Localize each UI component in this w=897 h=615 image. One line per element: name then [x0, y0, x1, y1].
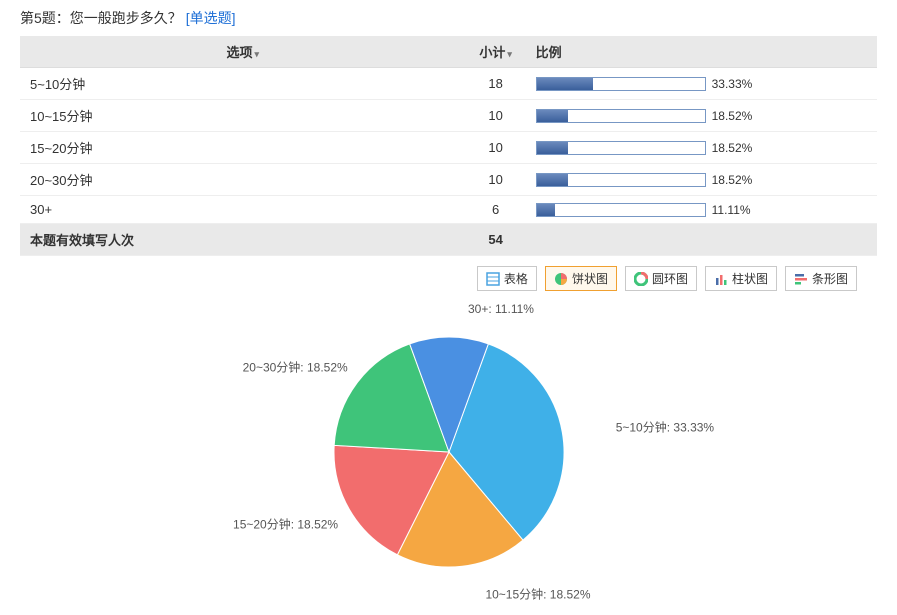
- col-count[interactable]: 小计▾: [466, 36, 526, 68]
- question-title: 第5题：您一般跑步多久？ [单选题]: [20, 8, 877, 28]
- option-cell: 5~10分钟: [20, 68, 466, 100]
- ratio-pct: 18.52%: [712, 141, 753, 155]
- pie-icon: [554, 272, 568, 286]
- col-option[interactable]: 选项▾: [20, 36, 466, 68]
- count-cell: 18: [466, 68, 526, 100]
- sort-icon: ▾: [507, 49, 512, 59]
- count-cell: 10: [466, 132, 526, 164]
- ratio-pct: 11.11%: [712, 203, 751, 217]
- pie-chart: 5~10分钟: 33.33% 10~15分钟: 18.52% 15~20分钟: 18…: [20, 297, 877, 607]
- sort-icon: ▾: [255, 49, 260, 59]
- pie-label: 5~10分钟: 33.33%: [616, 419, 714, 436]
- ratio-cell: 33.33%: [526, 68, 877, 100]
- table-footer: 本题有效填写人次54: [20, 224, 877, 256]
- ratio-bar: [536, 77, 706, 91]
- tab-label: 饼状图: [572, 270, 608, 287]
- pie-label: 15~20分钟: 18.52%: [233, 515, 338, 532]
- option-cell: 20~30分钟: [20, 164, 466, 196]
- ratio-pct: 18.52%: [712, 109, 753, 123]
- tab-column[interactable]: 柱状图: [705, 266, 777, 291]
- tab-pie[interactable]: 饼状图: [545, 266, 617, 291]
- table-row: 15~20分钟10 18.52%: [20, 132, 877, 164]
- table-row: 20~30分钟10 18.52%: [20, 164, 877, 196]
- table-row: 10~15分钟10 18.52%: [20, 100, 877, 132]
- count-cell: 10: [466, 164, 526, 196]
- ratio-bar: [536, 141, 706, 155]
- bar-icon: [794, 272, 808, 286]
- tab-label: 条形图: [812, 270, 848, 287]
- col-ratio: 比例: [526, 36, 877, 68]
- footer-label: 本题有效填写人次: [20, 224, 466, 256]
- chart-tabs: 表格 饼状图 圆环图 柱状图 条形图: [20, 266, 877, 291]
- pie-label: 30+: 11.11%: [468, 302, 534, 316]
- tab-donut[interactable]: 圆环图: [625, 266, 697, 291]
- table-row: 5~10分钟18 33.33%: [20, 68, 877, 100]
- tab-label: 圆环图: [652, 270, 688, 287]
- pie-label: 20~30分钟: 18.52%: [243, 358, 348, 375]
- ratio-cell: 18.52%: [526, 132, 877, 164]
- ratio-cell: 18.52%: [526, 100, 877, 132]
- tab-label: 柱状图: [732, 270, 768, 287]
- option-cell: 30+: [20, 196, 466, 224]
- tab-label: 表格: [504, 270, 528, 287]
- table-row: 30+6 11.11%: [20, 196, 877, 224]
- results-table: 选项▾ 小计▾ 比例 5~10分钟18 33.33% 10~15分钟10 18.52%…: [20, 36, 877, 256]
- pie-label: 10~15分钟: 18.52%: [485, 586, 590, 603]
- table-icon: [486, 272, 500, 286]
- question-prefix: 第5题：: [20, 10, 70, 26]
- count-cell: 6: [466, 196, 526, 224]
- ratio-bar: [536, 203, 706, 217]
- ratio-pct: 18.52%: [712, 173, 753, 187]
- count-cell: 10: [466, 100, 526, 132]
- option-cell: 10~15分钟: [20, 100, 466, 132]
- ratio-bar: [536, 109, 706, 123]
- column-icon: [714, 272, 728, 286]
- option-cell: 15~20分钟: [20, 132, 466, 164]
- ratio-cell: 18.52%: [526, 164, 877, 196]
- ratio-bar: [536, 173, 706, 187]
- tab-bar[interactable]: 条形图: [785, 266, 857, 291]
- tab-table[interactable]: 表格: [477, 266, 537, 291]
- question-type-tag: [单选题]: [186, 10, 236, 26]
- ratio-pct: 33.33%: [712, 77, 753, 91]
- question-text: 您一般跑步多久？: [70, 10, 182, 26]
- footer-total: 54: [466, 224, 526, 256]
- donut-icon: [634, 272, 648, 286]
- ratio-cell: 11.11%: [526, 196, 877, 224]
